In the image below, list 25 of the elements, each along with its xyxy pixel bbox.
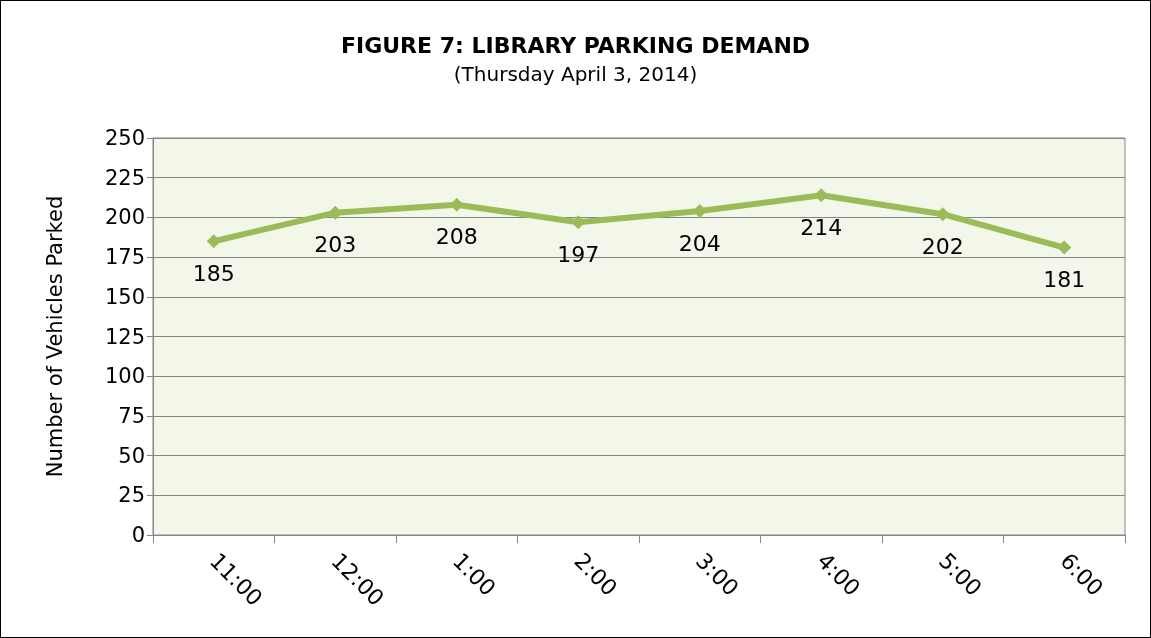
y-tick-label: 50: [118, 443, 145, 468]
data-label: 208: [435, 224, 478, 250]
y-tick-label: 175: [104, 245, 145, 270]
point: [206, 234, 221, 249]
y-tick-label: 125: [104, 324, 145, 349]
y-axis-title: Number of Vehicles Parked: [42, 195, 67, 478]
point: [1057, 240, 1072, 255]
y-tick-label: 250: [104, 126, 145, 150]
data-label: 204: [678, 230, 721, 256]
data-label: 181: [1043, 267, 1086, 293]
y-tick-label: 25: [118, 483, 145, 508]
y-tick-label: 150: [104, 284, 145, 309]
data-label: 202: [921, 233, 964, 259]
data-label: 197: [557, 241, 600, 267]
chart-title: FIGURE 7: LIBRARY PARKING DEMAND: [340, 32, 811, 58]
point: [935, 207, 950, 222]
y-tick-label: 75: [118, 403, 145, 428]
y-tick-label: 200: [104, 205, 145, 230]
chart-subtitle: (Thursday April 3, 2014): [453, 62, 698, 86]
y-tick-label: 0: [131, 523, 145, 547]
data-label: 214: [800, 214, 843, 240]
data-label: 185: [192, 260, 235, 286]
y-tick-label: 225: [104, 165, 145, 190]
y-tick-label: 100: [104, 364, 145, 389]
data-label: 203: [314, 232, 357, 258]
